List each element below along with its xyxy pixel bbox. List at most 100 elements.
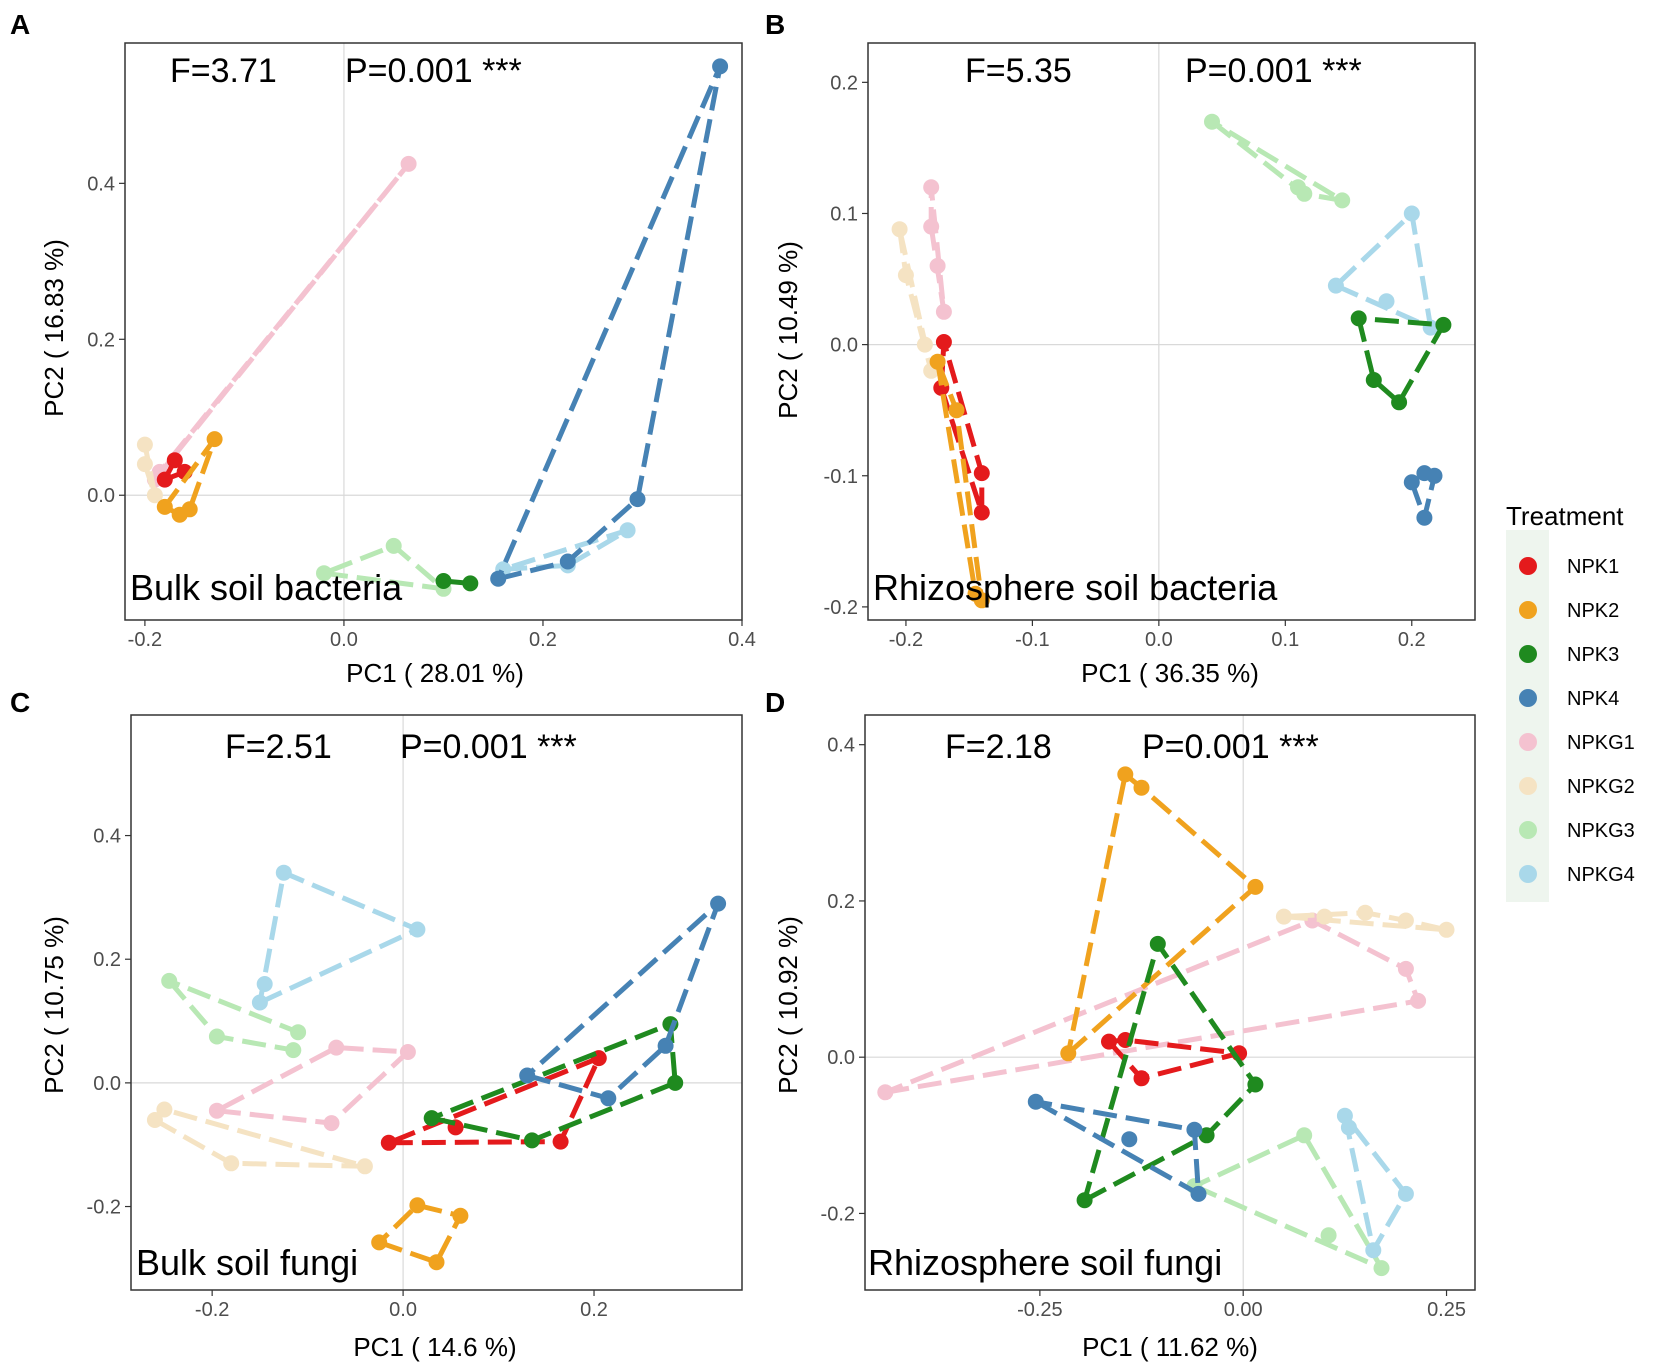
data-point (923, 179, 940, 196)
legend-item: NPK3 (1519, 644, 1619, 666)
data-point (1391, 394, 1408, 411)
data-point (1403, 474, 1420, 491)
series-npk4 (490, 58, 729, 587)
data-point (146, 1112, 163, 1128)
panel-letter: C (10, 687, 30, 718)
plot-area (868, 43, 1475, 620)
data-point (1397, 960, 1414, 977)
data-point (371, 1234, 388, 1251)
series-npkg2 (1275, 904, 1455, 938)
series-npkg1 (877, 912, 1427, 1101)
x-tick-label: 0.0 (1145, 629, 1173, 651)
data-point (1438, 921, 1455, 938)
legend: Treatment NPK1 NPK2 NPK3 NPK4 NPKG1 NPKG2 NPKG… (1506, 501, 1635, 902)
data-point (1149, 935, 1166, 952)
x-tick-label: -0.2 (128, 629, 162, 651)
x-tick-label: 0.1 (1271, 629, 1299, 651)
data-point (600, 1090, 617, 1107)
x-axis-title: PC1 ( 14.6 %) (353, 1332, 516, 1362)
f-statistic: F=2.51 (225, 728, 332, 766)
data-point (161, 972, 178, 989)
x-tick-label: -0.2 (195, 1299, 229, 1321)
data-point (409, 921, 426, 938)
series-npkg2 (146, 1101, 373, 1175)
legend-label: NPKG3 (1567, 820, 1635, 842)
p-value: P=0.001 *** (345, 52, 522, 90)
data-point (156, 498, 173, 515)
data-point (1340, 1119, 1357, 1136)
data-point (1373, 1260, 1390, 1277)
x-tick-label: -0.25 (1017, 1299, 1063, 1321)
p-value: P=0.001 *** (400, 728, 577, 766)
data-point (490, 570, 507, 587)
data-point (629, 491, 646, 508)
plot-frame (130, 714, 743, 1291)
data-point (136, 456, 153, 473)
y-axis-title: PC2 ( 10.49 %) (773, 241, 803, 419)
series-npk4 (1403, 465, 1443, 526)
x-tick-label: 0.2 (529, 629, 557, 651)
data-point (409, 1197, 426, 1214)
series-outline (1356, 315, 1446, 405)
data-point (619, 522, 636, 539)
data-point (559, 553, 576, 570)
series-npkg1 (146, 155, 417, 488)
plot-frame (864, 714, 1476, 1291)
series-outline (1209, 119, 1345, 203)
x-tick-label: 0.0 (389, 1299, 417, 1321)
data-point (667, 1074, 684, 1091)
x-tick-label: -0.1 (1015, 629, 1049, 651)
data-point (136, 436, 153, 453)
x-axis-title: PC1 ( 11.62 %) (1082, 1332, 1258, 1362)
data-point (712, 58, 729, 75)
data-point (223, 1155, 240, 1172)
series-npk3 (1076, 935, 1264, 1209)
series-outline (1033, 1099, 1201, 1197)
data-point (1320, 1227, 1337, 1244)
legend-label: NPKG4 (1567, 864, 1635, 886)
series-npk2 (1060, 766, 1264, 1062)
plot-area (131, 715, 742, 1290)
panel-label: Bulk soil fungi (136, 1242, 358, 1283)
data-point (1350, 310, 1367, 327)
series-npkg2 (136, 436, 163, 504)
data-point (916, 336, 933, 353)
data-point (1190, 1185, 1207, 1202)
series-outline (214, 1045, 411, 1126)
series-npk2 (156, 431, 223, 523)
x-tick-label: 0.2 (1398, 629, 1426, 651)
data-point (1060, 1045, 1077, 1062)
y-tick-label: 0.0 (87, 485, 115, 507)
series-outline (1333, 211, 1434, 331)
y-tick-label: 0.4 (93, 826, 121, 848)
series-npkg3 (1204, 113, 1351, 209)
data-point (929, 257, 946, 274)
series-outline (429, 1021, 678, 1143)
data-point (973, 504, 990, 521)
legend-swatch (1519, 777, 1537, 795)
data-point (1117, 766, 1134, 783)
data-point (923, 218, 940, 235)
panel-c: C F=2.51 P=0.001 *** Bulk soil fungi PC1… (10, 687, 743, 1362)
y-tick-label: 0.2 (830, 72, 858, 94)
panel-letter: B (765, 9, 785, 40)
series-npk3 (1350, 310, 1452, 411)
data-point (1334, 192, 1351, 209)
data-point (400, 155, 417, 172)
legend-swatch (1519, 865, 1537, 883)
data-point (208, 1102, 225, 1119)
y-tick-label: -0.2 (821, 1203, 855, 1225)
plot-area (865, 715, 1475, 1290)
y-tick-label: 0.4 (87, 173, 115, 195)
panel-label: Rhizosphere soil fungi (868, 1242, 1222, 1283)
legend-key-background (1506, 530, 1549, 902)
series-npkg4 (1327, 205, 1439, 336)
y-tick-label: 0.2 (93, 949, 121, 971)
plot-frame (867, 42, 1476, 621)
y-tick-label: 0.1 (830, 203, 858, 225)
series-npk1 (156, 452, 193, 488)
p-value: P=0.001 *** (1185, 52, 1362, 90)
data-point (1365, 372, 1382, 388)
x-tick-label: 0.25 (1427, 1299, 1466, 1321)
series-npk2 (371, 1197, 469, 1271)
